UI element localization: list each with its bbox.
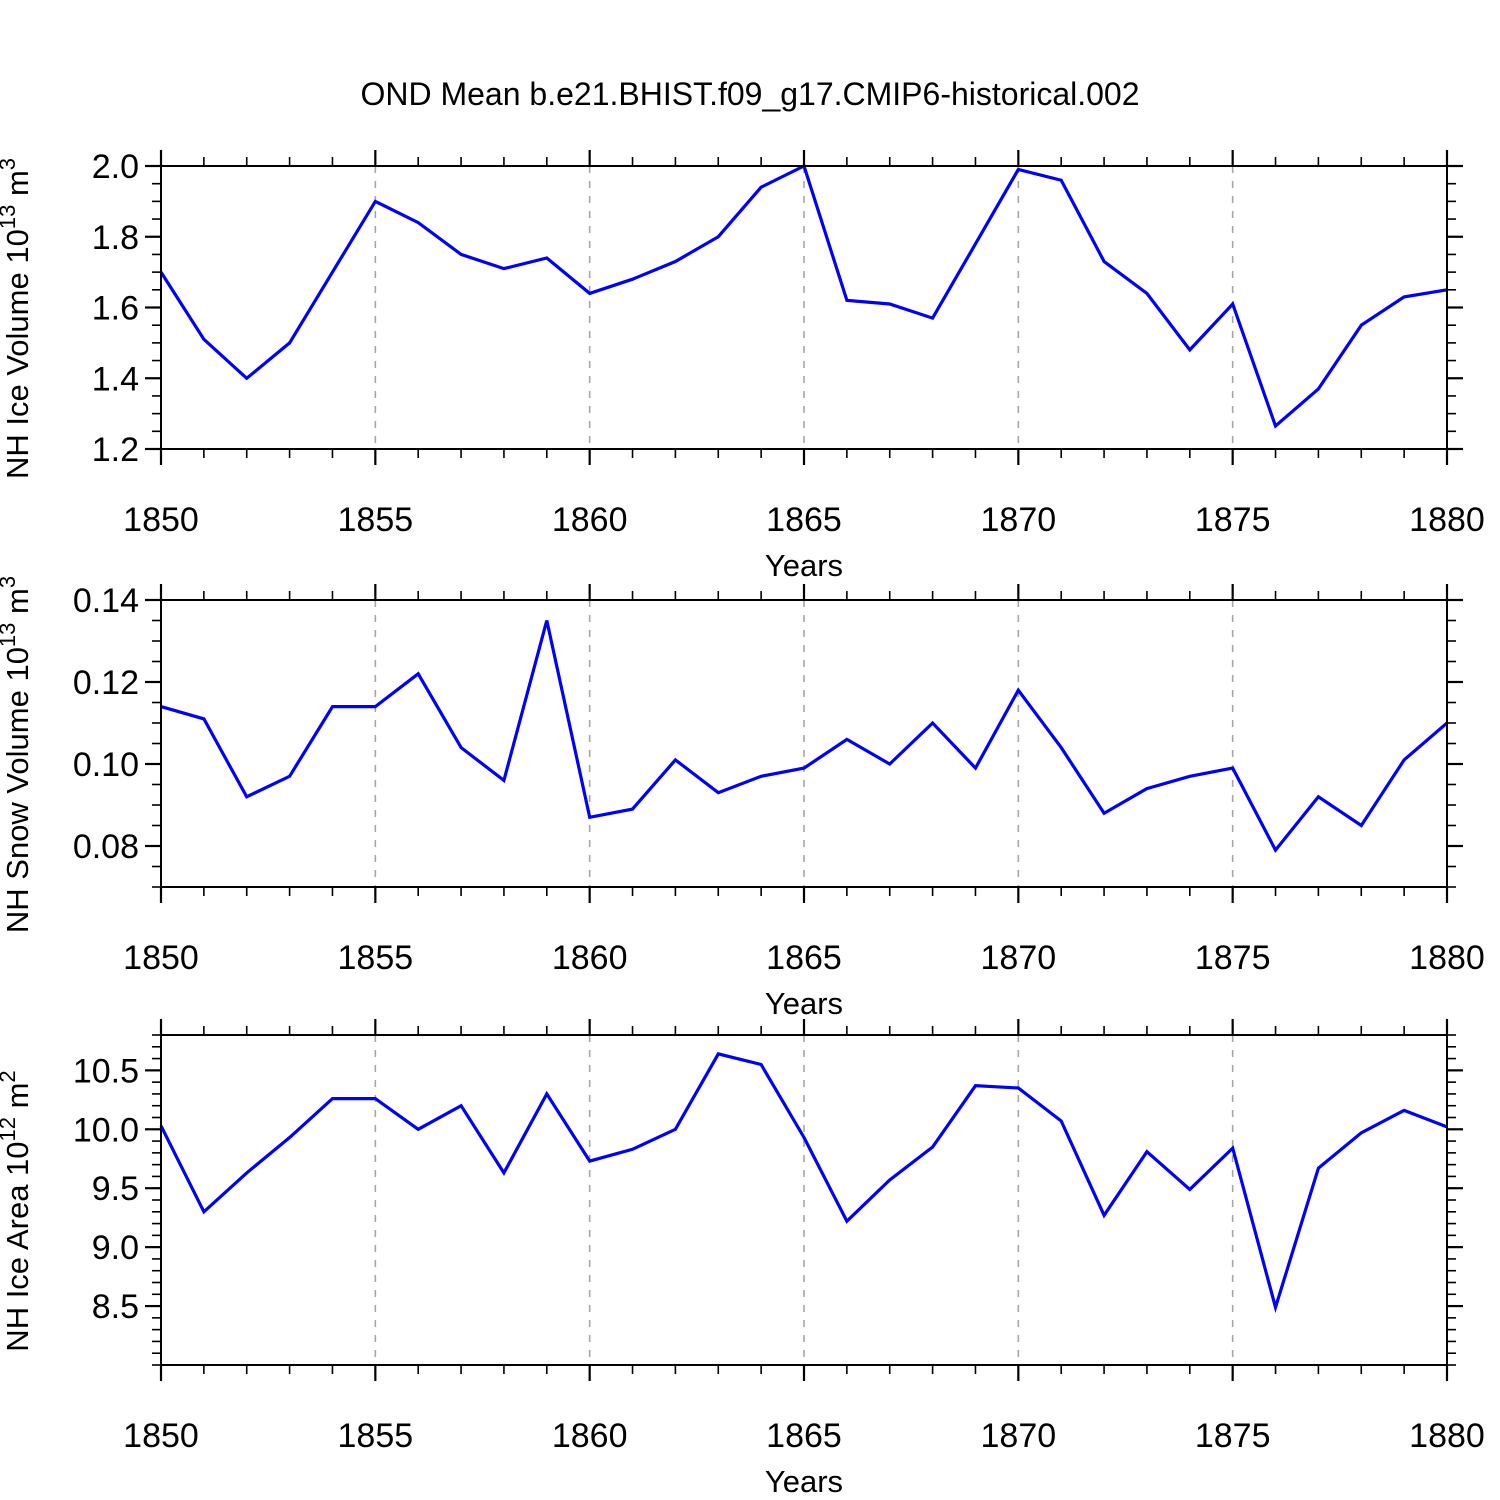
x-tick-label: 1860 bbox=[552, 501, 628, 539]
y-tick-label: 8.5 bbox=[92, 1288, 139, 1326]
x-tick-label: 1880 bbox=[1409, 501, 1485, 539]
x-axis-title: Years bbox=[765, 1464, 843, 1499]
y-axis-title-snow-volume: NH Snow Volume 1013 m3 bbox=[0, 576, 35, 933]
snow-volume-line bbox=[160, 620, 1449, 854]
y-tick-label: 0.14 bbox=[73, 582, 139, 620]
x-tick-label: 1875 bbox=[1195, 939, 1271, 977]
x-tick-label: 1875 bbox=[1195, 501, 1271, 539]
ice-area-line bbox=[159, 1052, 1448, 1314]
panel-ice-area: 8.5 9.0 9.5 10.0 10.5 1850 1855 1860 1865 1870 187… bbox=[0, 1019, 1485, 1499]
x-tick-label: 1865 bbox=[766, 1417, 842, 1455]
panel-ice-volume: 1.2 1.4 1.6 1.8 2.0 1850 1855 1860 1865 1870 1875 1… bbox=[0, 148, 1485, 583]
chart-title: OND Mean b.e21.BHIST.f09_g17.CMIP6-histo… bbox=[360, 76, 1140, 112]
x-tick-label: 1855 bbox=[338, 1417, 414, 1455]
x-tick-label: 1870 bbox=[981, 939, 1057, 977]
y-tick-label: 1.2 bbox=[92, 431, 139, 469]
y-tick-label: 9.5 bbox=[92, 1170, 139, 1208]
x-tick-label: 1880 bbox=[1409, 939, 1485, 977]
y-axis-title-ice-volume: NH Ice Volume 1013 m3 bbox=[0, 158, 35, 479]
y-tick-label: 1.6 bbox=[92, 290, 139, 328]
y-tick-label: 10.5 bbox=[73, 1052, 139, 1090]
ice-volume-line bbox=[159, 163, 1448, 429]
x-tick-label: 1855 bbox=[338, 939, 414, 977]
x-axis-title: Years bbox=[765, 986, 843, 1021]
x-tick-label: 1860 bbox=[552, 1417, 628, 1455]
x-tick-label: 1865 bbox=[766, 939, 842, 977]
y-tick-label: 0.08 bbox=[73, 828, 139, 866]
x-tick-label: 1850 bbox=[123, 939, 199, 977]
x-axis-title: Years bbox=[765, 548, 843, 583]
y-tick-label: 2.0 bbox=[92, 148, 139, 186]
x-tick-label: 1860 bbox=[552, 939, 628, 977]
y-tick-label: 9.0 bbox=[92, 1229, 139, 1267]
y-tick-label: 10.0 bbox=[73, 1111, 139, 1149]
y-tick-label: 1.4 bbox=[92, 360, 139, 398]
x-tick-label: 1870 bbox=[981, 501, 1057, 539]
x-tick-label: 1855 bbox=[338, 501, 414, 539]
y-tick-label: 1.8 bbox=[92, 219, 139, 257]
y-axis-title-ice-area: NH Ice Area 1012 m2 bbox=[0, 1070, 35, 1351]
y-tick-label: 0.12 bbox=[73, 664, 139, 702]
y-tick-label: 0.10 bbox=[73, 746, 139, 784]
x-tick-label: 1850 bbox=[123, 501, 199, 539]
panel-snow-volume: 0.08 0.10 0.12 0.14 1850 1855 1860 1865 1870 1875… bbox=[0, 576, 1485, 1021]
x-tick-label: 1870 bbox=[981, 1417, 1057, 1455]
x-tick-label: 1850 bbox=[123, 1417, 199, 1455]
x-tick-label: 1865 bbox=[766, 501, 842, 539]
x-tick-label: 1875 bbox=[1195, 1417, 1271, 1455]
x-tick-label: 1880 bbox=[1409, 1417, 1485, 1455]
